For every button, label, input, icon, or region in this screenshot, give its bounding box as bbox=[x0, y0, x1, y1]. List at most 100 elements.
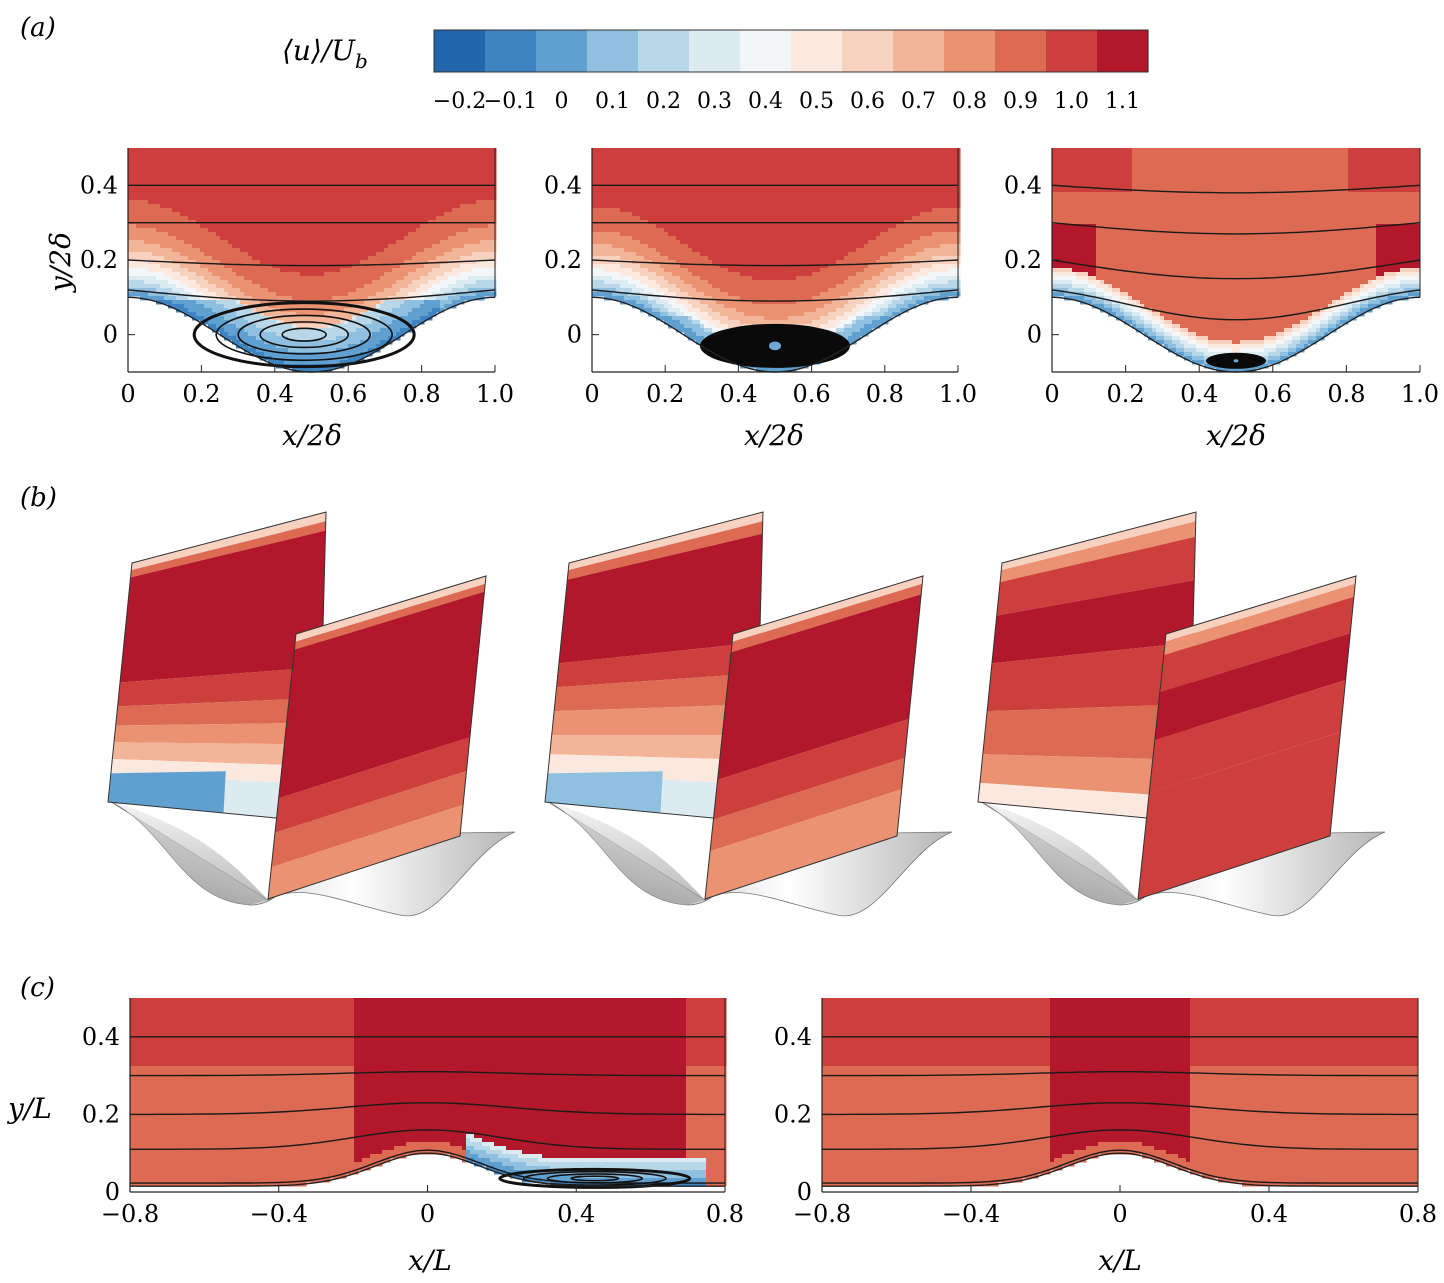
contour-cell bbox=[208, 308, 213, 313]
contour-cell bbox=[148, 280, 153, 285]
contour-cell bbox=[180, 228, 185, 233]
contour-cell bbox=[136, 180, 141, 185]
contour-cell bbox=[192, 224, 197, 229]
contour-cell bbox=[212, 232, 217, 237]
contour-cell bbox=[176, 256, 181, 261]
contour-cell bbox=[192, 300, 197, 305]
contour-cell bbox=[168, 232, 173, 237]
contour-cell bbox=[192, 152, 197, 157]
contour-cell bbox=[164, 180, 169, 185]
contour-cell bbox=[176, 200, 181, 205]
contour-cell bbox=[184, 248, 189, 253]
contour-cell bbox=[136, 252, 141, 257]
panel-a-plot-1: 0 0.2 0.4 0.6 0.8 1.000.20.4 bbox=[80, 148, 514, 408]
contour-cell bbox=[156, 272, 161, 277]
contour-cell bbox=[176, 196, 181, 201]
contour-cell bbox=[192, 304, 197, 309]
contour-cell bbox=[140, 224, 145, 229]
contour-cell bbox=[188, 168, 193, 173]
contour-cell bbox=[176, 188, 181, 193]
contour-cell bbox=[220, 180, 225, 185]
contour-cell bbox=[132, 208, 137, 213]
contour-cell bbox=[220, 176, 225, 181]
contour-cell bbox=[212, 208, 217, 213]
contour-cell bbox=[220, 228, 225, 233]
contour-cell bbox=[224, 208, 229, 213]
contour-cell bbox=[192, 156, 197, 161]
contour-cell bbox=[160, 264, 165, 269]
contour-cell bbox=[212, 308, 217, 313]
contour-cell bbox=[196, 204, 201, 209]
contour-cell bbox=[140, 148, 145, 153]
contour-cell bbox=[176, 204, 181, 209]
contour-cell bbox=[208, 228, 213, 233]
contour-cell bbox=[220, 172, 225, 177]
contour-cell bbox=[152, 296, 157, 301]
contour-cell bbox=[136, 292, 141, 297]
contour-cell bbox=[132, 292, 137, 297]
contour-cell bbox=[148, 228, 153, 233]
contour-cell bbox=[176, 160, 181, 165]
contour-cell bbox=[156, 152, 161, 157]
contour-cell bbox=[132, 168, 137, 173]
contour-cell bbox=[160, 276, 165, 281]
contour-cell bbox=[196, 212, 201, 217]
contour-cell bbox=[140, 244, 145, 249]
contour-cell bbox=[176, 176, 181, 181]
contour-cell bbox=[136, 276, 141, 281]
colorbar: ⟨u⟩/Ub −0.2−0.1 0 0.1 0.2 0.3 0.4 0.5 0.6 0.7 0.8… bbox=[282, 30, 1149, 114]
contour-cell bbox=[184, 216, 189, 221]
contour-cell bbox=[220, 292, 225, 297]
contour-cell bbox=[188, 152, 193, 157]
contour-cell bbox=[212, 236, 217, 241]
contour-cell bbox=[176, 304, 181, 309]
contour-cell bbox=[224, 280, 229, 285]
contour-cell bbox=[128, 180, 133, 185]
contour-cell bbox=[180, 280, 185, 285]
contour-cell bbox=[180, 252, 185, 257]
contour-cell bbox=[224, 268, 229, 273]
contour-cell bbox=[172, 148, 177, 153]
contour-cell bbox=[224, 196, 229, 201]
contour-cell bbox=[160, 216, 165, 221]
contour-cell bbox=[168, 244, 173, 249]
contour-cell bbox=[152, 284, 157, 289]
contour-cell bbox=[208, 320, 213, 325]
contour-cell bbox=[188, 304, 193, 309]
contour-cell bbox=[200, 244, 205, 249]
contour-cell bbox=[176, 240, 181, 245]
contour-cell bbox=[208, 256, 213, 261]
contour-cell bbox=[152, 156, 157, 161]
contour-cell bbox=[144, 240, 149, 245]
contour-cell bbox=[204, 176, 209, 181]
contour-cell bbox=[176, 156, 181, 161]
contour-cell bbox=[204, 248, 209, 253]
contour-cell bbox=[208, 172, 213, 177]
contour-cell bbox=[228, 252, 233, 257]
contour-cell bbox=[140, 252, 145, 257]
contour-cell bbox=[208, 232, 213, 237]
contour-cell bbox=[196, 180, 201, 185]
contour-cell bbox=[152, 268, 157, 273]
contour-cell bbox=[176, 232, 181, 237]
contour-cell bbox=[212, 168, 217, 173]
contour-cell bbox=[144, 164, 149, 169]
contour-cell bbox=[204, 156, 209, 161]
contour-cell bbox=[144, 200, 149, 205]
contour-cell bbox=[184, 224, 189, 229]
contour-cell bbox=[176, 168, 181, 173]
contour-cell bbox=[196, 252, 201, 257]
contour-cell bbox=[196, 244, 201, 249]
contour-cell bbox=[208, 224, 213, 229]
contour-cell bbox=[128, 172, 133, 177]
contour-cell bbox=[168, 300, 173, 305]
contour-cell bbox=[200, 312, 205, 317]
contour-cell bbox=[152, 216, 157, 221]
contour-cell bbox=[152, 204, 157, 209]
contour-cell bbox=[216, 164, 221, 169]
contour-cell bbox=[228, 212, 233, 217]
contour-cell bbox=[136, 208, 141, 213]
contour-cell bbox=[188, 244, 193, 249]
contour-cell bbox=[188, 248, 193, 253]
contour-cell bbox=[228, 292, 233, 297]
